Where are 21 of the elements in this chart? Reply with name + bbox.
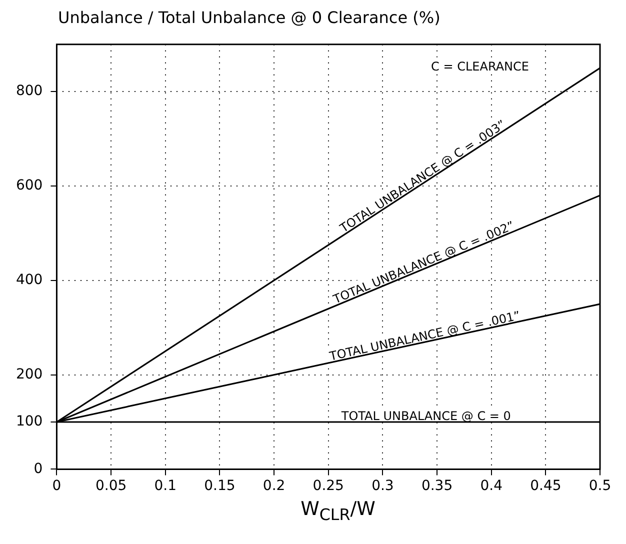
- x-tick-label: 0.5: [588, 478, 612, 494]
- y-tick-label: 400: [16, 272, 43, 288]
- x-tick-label: 0.3: [372, 478, 394, 494]
- x-tick-label: 0: [52, 478, 62, 494]
- chart-title: Unbalance / Total Unbalance @ 0 Clearance (%): [58, 8, 442, 28]
- y-tick-label: 0: [34, 460, 43, 477]
- x-tick-label: 0.25: [312, 478, 344, 494]
- y-tick-label: 800: [16, 83, 43, 100]
- series-label: TOTAL UNBALANCE @ C = 0: [340, 409, 511, 423]
- y-tick-label: 100: [16, 414, 43, 430]
- x-axis-title: W$_{CLR}$/W: [300, 498, 376, 524]
- x-tick-label: 0.1: [154, 478, 177, 494]
- x-tick-label: 0.15: [204, 478, 236, 494]
- x-tick-label: 0.4: [480, 478, 503, 494]
- annotation: C = CLEARANCE: [431, 59, 529, 74]
- y-tick-label: 200: [16, 366, 43, 382]
- x-tick-label: 0.35: [421, 478, 453, 494]
- x-tick-label: 0.2: [262, 478, 286, 494]
- x-tick-label: 0.45: [530, 478, 562, 494]
- y-tick-label: 600: [16, 178, 43, 194]
- x-tick-label: 0.05: [95, 478, 127, 494]
